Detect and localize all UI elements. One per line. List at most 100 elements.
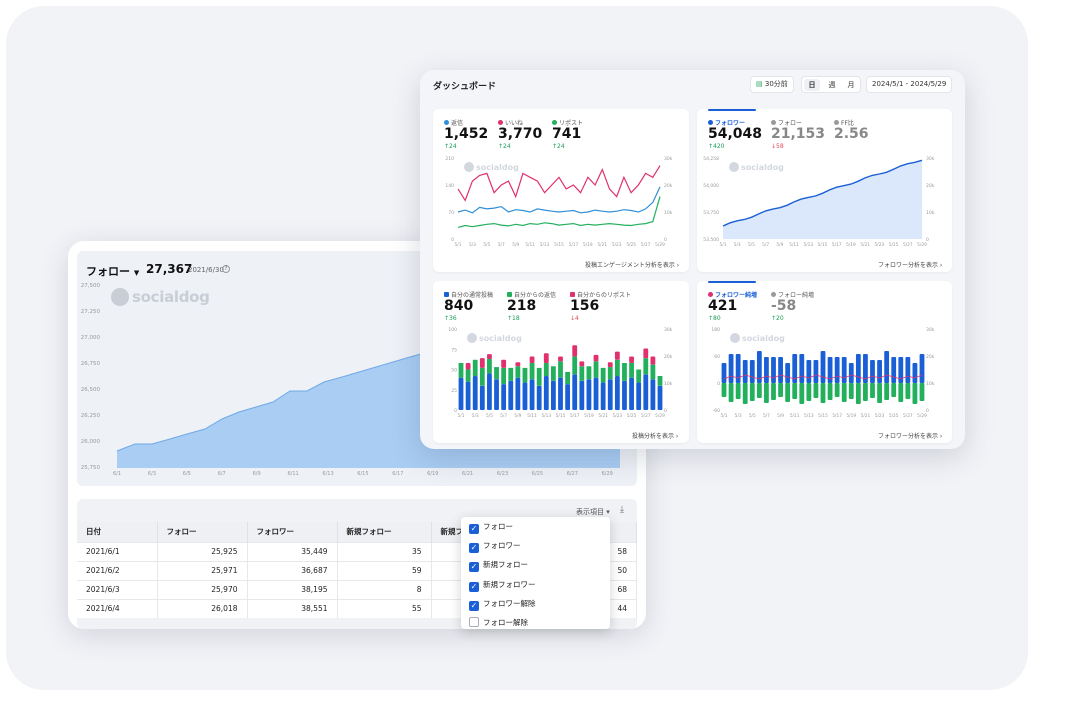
x-tick-label: 5/15	[556, 413, 566, 419]
legend-item[interactable]: FF比	[834, 118, 854, 127]
y-tick-label: 30k	[664, 156, 673, 162]
chevron-right-icon: ›	[674, 433, 679, 440]
dropdown-item-label: フォロー解除	[483, 618, 528, 627]
delta-value: 24	[503, 143, 511, 150]
display-items-dropdown	[461, 517, 610, 629]
bar-normal-post	[515, 377, 521, 410]
legend-item[interactable]: フォロワー純増	[708, 290, 757, 299]
dropdown-item[interactable]: ✓ フォロワー解除	[469, 598, 536, 611]
x-tick-label: 5/27	[903, 242, 913, 248]
dropdown-item[interactable]: ✓ フォロワー	[469, 540, 521, 554]
legend-item[interactable]: フォロー純増	[771, 290, 814, 299]
y-tick-label: 70	[448, 210, 454, 216]
checkbox-icon[interactable]: ✓	[469, 524, 479, 534]
legend-item[interactable]: フォロワー	[708, 118, 745, 127]
bar-normal-post	[572, 374, 578, 410]
bar-normal-post	[529, 379, 535, 410]
card-link-label: 投稿分析を表示	[632, 433, 675, 440]
card-link[interactable]: 投稿分析を表示 ›	[632, 431, 678, 440]
cell-date: 2021/6/2	[77, 560, 158, 580]
range-week[interactable]: 週	[828, 81, 836, 89]
col-header-date[interactable]: 日付	[77, 522, 158, 542]
bar-follower-gain	[785, 363, 791, 383]
dropdown-item[interactable]: ✓ フォロー	[469, 521, 513, 534]
chevron-down-icon: ▼	[133, 269, 140, 277]
export-button[interactable]: ▤ 30分前	[750, 76, 794, 93]
bar-normal-post	[636, 382, 642, 410]
legend-dot-icon	[444, 120, 449, 125]
y-tick-label: 27,250	[80, 309, 100, 315]
delta-value: 20	[776, 315, 784, 322]
cell-follower: 38,195	[247, 579, 338, 599]
x-tick-label: 5/5	[749, 413, 756, 419]
socialdog-logo-icon	[464, 162, 474, 172]
repost-series-line	[457, 196, 661, 228]
x-tick-label: 5/17	[832, 413, 842, 419]
bar-follow-gain	[919, 383, 925, 401]
checkbox-icon[interactable]: ✓	[469, 581, 479, 592]
col-header-follow[interactable]: フォロー	[157, 522, 248, 542]
y-tick-label: 26,000	[80, 439, 100, 445]
legend-item[interactable]: いいね	[498, 118, 523, 127]
cell-date: 2021/6/4	[77, 598, 158, 618]
legend-item[interactable]: 返信	[444, 118, 463, 127]
checkbox-icon[interactable]: ✓	[469, 562, 479, 573]
bar-follow-gain	[863, 383, 868, 401]
range-month[interactable]: 月	[847, 81, 855, 89]
bar-follower-gain	[806, 360, 812, 383]
arrow-down-icon: ↓	[570, 315, 576, 322]
cell-follower: 38,551	[247, 598, 338, 618]
bar-follow-gain	[820, 383, 826, 403]
bar-normal-post	[579, 380, 585, 410]
netgain-active-tab	[708, 281, 756, 283]
checkbox-icon[interactable]: ✓	[469, 543, 479, 554]
x-tick-label: 5/3	[734, 242, 741, 248]
card-link[interactable]: 投稿エンゲージメント分析を表示 ›	[585, 260, 679, 269]
socialdog-logo-icon	[467, 333, 477, 343]
info-icon[interactable]: ?	[222, 265, 230, 273]
legend-item[interactable]: 自分からのリポスト	[570, 290, 631, 299]
followers-active-tab	[708, 109, 756, 111]
card-link[interactable]: フォロワー分析を表示 ›	[878, 260, 942, 269]
bar-normal-post	[593, 377, 599, 410]
dropdown-item[interactable]: ✓ 新規フォロワー	[469, 579, 536, 592]
y-tick-label: 0	[926, 408, 929, 414]
bar-repost	[593, 354, 599, 362]
dropdown-item[interactable]: フォロー解除	[469, 617, 528, 629]
x-tick-label: 5/27	[641, 242, 651, 248]
col-header-new-follow[interactable]: 新規フォロー	[337, 522, 432, 542]
legend-item[interactable]: 自分の通常投稿	[444, 290, 493, 299]
x-tick-label: 5/3	[472, 413, 479, 419]
checkbox-icon[interactable]	[469, 617, 479, 627]
display-items-button[interactable]: 表示項目 ▾	[576, 508, 610, 516]
legend-label: FF比	[841, 120, 854, 127]
bar-reply	[579, 366, 585, 381]
bar-follow-gain	[841, 383, 847, 402]
x-tick-label: 5/25	[627, 413, 637, 419]
x-tick-label: 5/23	[875, 242, 885, 248]
x-tick-label: 5/13	[803, 242, 813, 248]
x-tick-label: 5/7	[500, 413, 507, 419]
date-range-picker[interactable]: 2024/5/1 - 2024/5/29	[866, 76, 953, 93]
y-tick-label: 26,750	[80, 361, 100, 367]
x-tick-label: 5/23	[613, 413, 623, 419]
legend-item[interactable]: リポスト	[552, 118, 583, 127]
bar-reply	[558, 361, 563, 378]
bar-normal-post	[629, 377, 634, 410]
legend-item[interactable]: 自分からの返信	[507, 290, 556, 299]
socialdog-logo-icon	[730, 333, 740, 343]
card-link[interactable]: フォロワー分析を表示 ›	[878, 431, 942, 440]
range-day[interactable]: 日	[804, 79, 820, 91]
bar-normal-post	[508, 380, 514, 410]
metric-selector[interactable]: フォロー ▼	[86, 263, 139, 279]
y-tick-label: 54,000	[703, 183, 719, 189]
col-header-follower[interactable]: フォロワー	[247, 522, 338, 542]
legend-item[interactable]: フォロー	[771, 118, 802, 127]
dropdown-item[interactable]: ✓ 新規フォロー	[469, 559, 528, 573]
bar-reply	[472, 359, 478, 376]
checkbox-icon[interactable]: ✓	[469, 600, 479, 611]
x-tick-label: 6/29	[601, 471, 613, 477]
bar-reply	[465, 369, 471, 382]
download-icon[interactable]: ⤓	[620, 505, 624, 515]
bar-follower-gain	[891, 357, 897, 383]
